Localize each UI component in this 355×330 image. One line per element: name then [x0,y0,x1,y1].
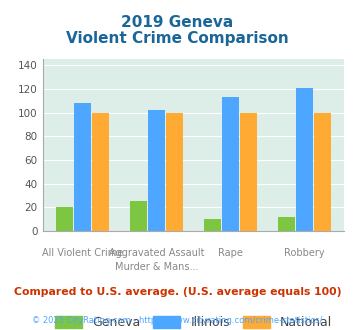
Bar [240,113,257,231]
Text: Compared to U.S. average. (U.S. average equals 100): Compared to U.S. average. (U.S. average … [14,287,341,297]
Bar [166,113,183,231]
Bar [74,103,91,231]
Bar [278,217,295,231]
Text: Murder & Mans...: Murder & Mans... [115,262,198,272]
Text: 2019 Geneva: 2019 Geneva [121,15,234,30]
Bar [204,219,221,231]
Text: Robbery: Robbery [284,248,325,258]
Text: Rape: Rape [218,248,243,258]
Text: All Violent Crime: All Violent Crime [42,248,123,258]
Bar [296,88,313,231]
Text: Violent Crime Comparison: Violent Crime Comparison [66,31,289,46]
Bar [56,207,73,231]
Bar [130,201,147,231]
Bar [92,113,109,231]
Text: Aggravated Assault: Aggravated Assault [109,248,204,258]
Bar [148,110,165,231]
Legend: Geneva, Illinois, National: Geneva, Illinois, National [48,309,339,330]
Bar [313,113,331,231]
Text: © 2025 CityRating.com - https://www.cityrating.com/crime-statistics/: © 2025 CityRating.com - https://www.city… [32,315,323,325]
Bar [222,97,239,231]
